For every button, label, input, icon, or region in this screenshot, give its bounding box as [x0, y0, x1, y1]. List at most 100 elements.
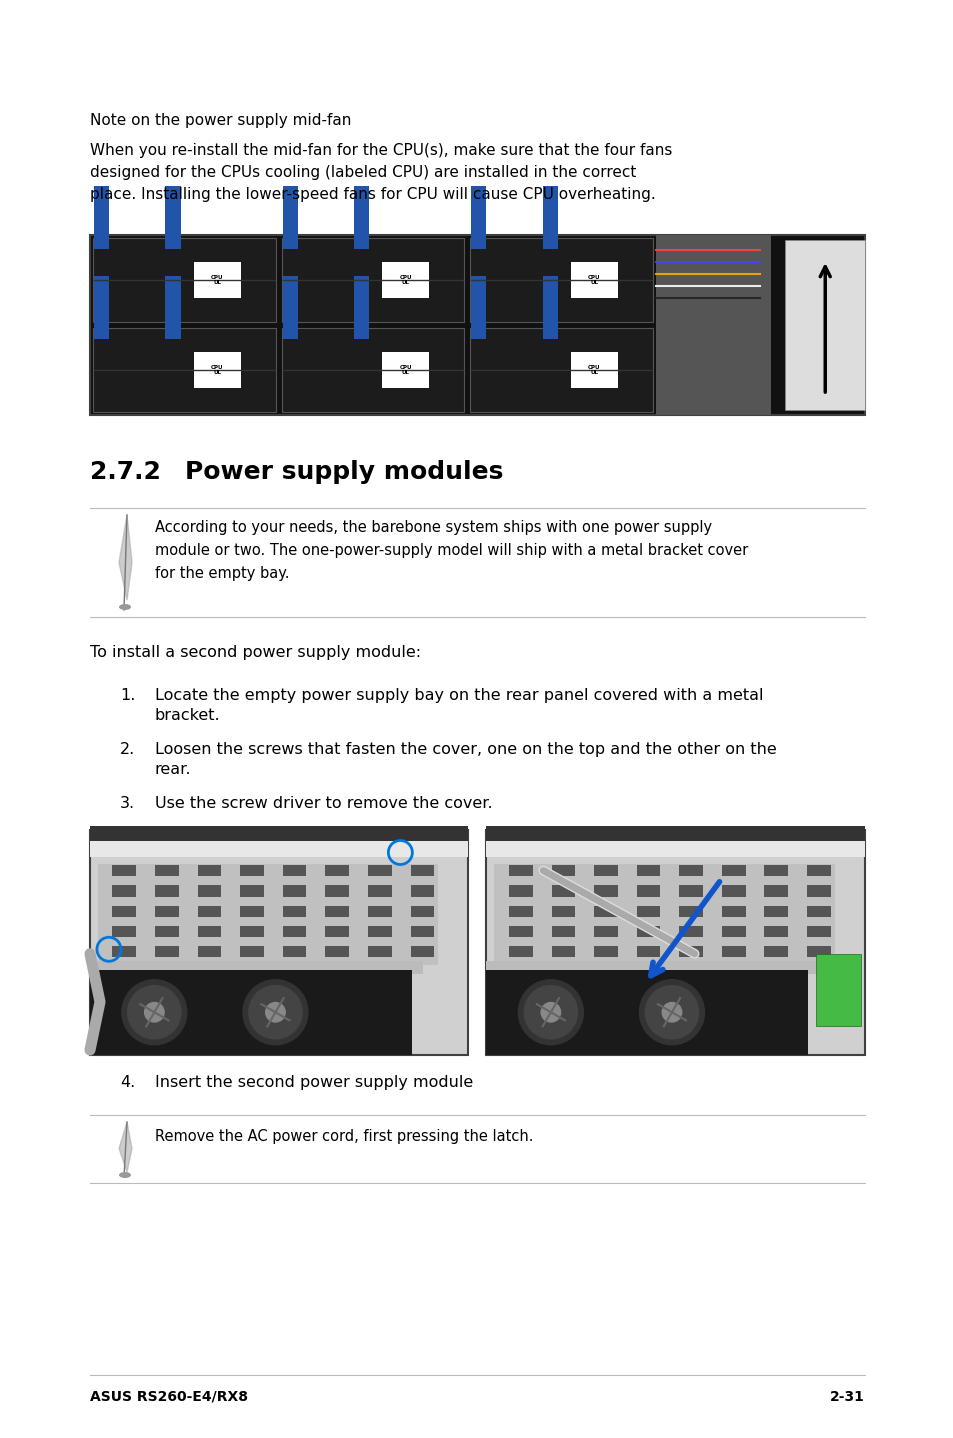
Bar [165, 276, 180, 338]
Text: place. Installing the lower-speed fans for CPU will cause CPU overheating.: place. Installing the lower-speed fans f… [90, 187, 655, 201]
Bar [368, 906, 392, 917]
Bar [471, 186, 486, 249]
Polygon shape [119, 515, 132, 600]
Bar [325, 906, 349, 917]
Bar [368, 946, 392, 958]
Bar [282, 186, 297, 249]
Bar [551, 926, 575, 938]
Bar [197, 946, 221, 958]
Text: To install a second power supply module:: To install a second power supply module: [90, 646, 420, 660]
Bar [806, 946, 830, 958]
Bar [509, 926, 532, 938]
Bar [90, 961, 422, 974]
Bar [721, 926, 744, 938]
Bar [90, 825, 468, 841]
Bar [679, 946, 702, 958]
Text: CPU
UL: CPU UL [399, 275, 412, 285]
Bar [763, 866, 787, 877]
Bar [90, 830, 468, 1055]
Bar [155, 886, 178, 897]
Bar [551, 906, 575, 917]
Bar [763, 946, 787, 958]
Bar [679, 886, 702, 897]
Bar [281, 239, 464, 322]
Bar [155, 906, 178, 917]
Text: 2.: 2. [120, 742, 135, 756]
Bar [94, 276, 109, 338]
Bar [679, 906, 702, 917]
Text: Insert the second power supply module: Insert the second power supply module [154, 1076, 473, 1090]
Bar [90, 830, 468, 857]
Bar [112, 906, 136, 917]
Bar [92, 239, 275, 322]
Bar [655, 234, 770, 416]
Bar [636, 946, 659, 958]
Circle shape [517, 979, 582, 1045]
Bar [636, 906, 659, 917]
Bar [721, 946, 744, 958]
Bar [282, 866, 306, 877]
Bar [325, 946, 349, 958]
Bar [410, 926, 434, 938]
Bar [594, 906, 618, 917]
Bar [282, 906, 306, 917]
Bar [354, 186, 369, 249]
Text: CPU
UL: CPU UL [588, 365, 600, 375]
Text: CPU
UL: CPU UL [211, 365, 223, 375]
Text: According to your needs, the barebone system ships with one power supply
module : According to your needs, the barebone sy… [154, 521, 747, 581]
Bar [679, 866, 702, 877]
Circle shape [128, 985, 181, 1038]
Bar [806, 906, 830, 917]
Bar [636, 926, 659, 938]
Bar [382, 262, 429, 298]
Bar [471, 276, 486, 338]
Circle shape [266, 1002, 285, 1022]
Bar [636, 886, 659, 897]
Bar [282, 926, 306, 938]
Bar [155, 866, 178, 877]
Text: CPU
UL: CPU UL [399, 365, 412, 375]
Bar [368, 886, 392, 897]
Text: designed for the CPUs cooling (labeled CPU) are installed in the correct: designed for the CPUs cooling (labeled C… [90, 165, 636, 180]
Text: bracket.: bracket. [154, 707, 220, 723]
Bar [570, 352, 618, 388]
Bar [636, 866, 659, 877]
Bar [721, 906, 744, 917]
Text: 4.: 4. [120, 1076, 135, 1090]
Circle shape [249, 985, 302, 1038]
Circle shape [243, 979, 308, 1045]
Bar [570, 262, 618, 298]
Bar [509, 946, 532, 958]
Circle shape [540, 1002, 560, 1022]
Bar [470, 328, 652, 413]
Bar [112, 946, 136, 958]
Bar [486, 825, 864, 841]
Bar [594, 926, 618, 938]
Text: Use the screw driver to remove the cover.: Use the screw driver to remove the cover… [154, 797, 492, 811]
Circle shape [661, 1002, 681, 1022]
Circle shape [145, 1002, 164, 1022]
Ellipse shape [119, 604, 131, 610]
Polygon shape [119, 1122, 132, 1172]
Bar [354, 276, 369, 338]
Bar [509, 906, 532, 917]
Bar [763, 886, 787, 897]
Bar [281, 328, 464, 413]
Circle shape [639, 979, 703, 1045]
Bar [815, 953, 861, 1025]
Bar [325, 886, 349, 897]
Bar [282, 276, 297, 338]
Bar [197, 926, 221, 938]
Bar [542, 276, 558, 338]
Text: Locate the empty power supply bay on the rear panel covered with a metal: Locate the empty power supply bay on the… [154, 687, 762, 703]
Bar [509, 866, 532, 877]
Bar [240, 866, 264, 877]
Bar [155, 946, 178, 958]
Text: CPU
UL: CPU UL [588, 275, 600, 285]
Bar [486, 830, 864, 1055]
Bar [325, 866, 349, 877]
Text: 1.: 1. [120, 687, 135, 703]
Text: Remove the AC power cord, first pressing the latch.: Remove the AC power cord, first pressing… [154, 1129, 533, 1145]
Bar [721, 886, 744, 897]
Bar [806, 926, 830, 938]
